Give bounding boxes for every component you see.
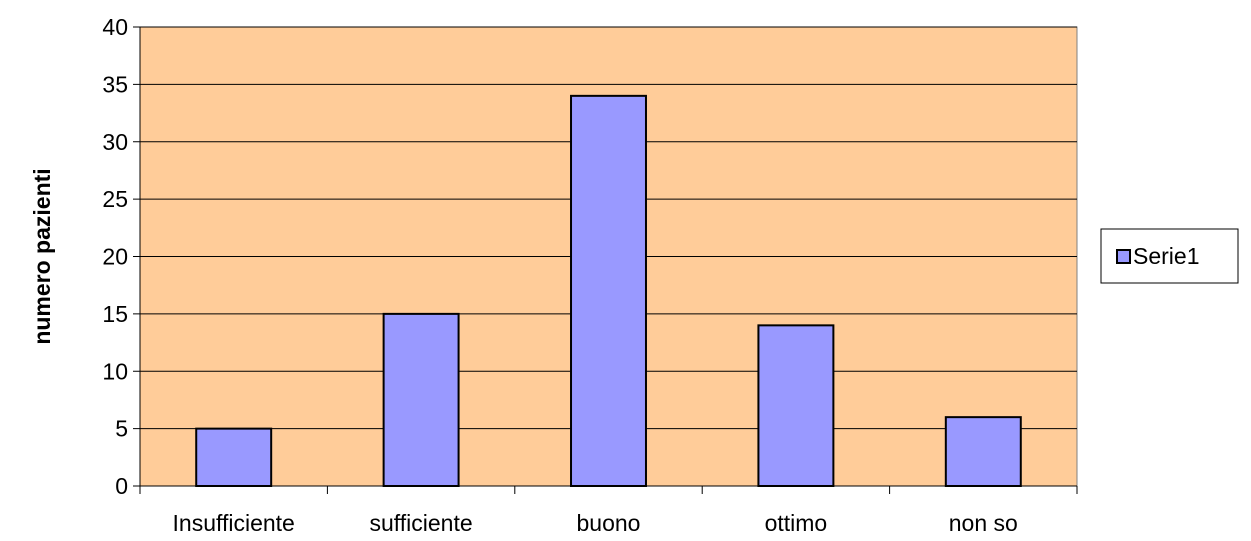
axes (133, 26, 1078, 494)
y-tick-label: 10 (102, 358, 128, 384)
bar-buono (570, 94, 647, 487)
x-tick-label: ottimo (765, 510, 828, 536)
bar-insufficiente (195, 427, 273, 487)
y-tick-label: 15 (102, 301, 128, 327)
bar-non-so (944, 416, 1022, 487)
x-tick-label: non so (949, 510, 1018, 536)
y-tick-label: 0 (115, 473, 128, 499)
x-tick-label: sufficiente (370, 510, 473, 536)
bar-sufficiente (382, 312, 460, 487)
bar-ottimo (757, 324, 835, 487)
legend-swatch (1116, 249, 1131, 264)
y-tick-label: 25 (102, 186, 128, 212)
y-tick-label: 30 (102, 129, 128, 155)
legend: Serie1 (1100, 228, 1239, 284)
y-axis-label: numero pazienti (29, 168, 55, 344)
y-tick-label: 35 (102, 71, 128, 97)
y-tick-label: 40 (102, 14, 128, 40)
x-tick-label: buono (577, 510, 641, 536)
x-tick-label: Insufficiente (173, 510, 295, 536)
x-axis-tick-labels: Insufficiente sufficiente buono ottimo non s… (173, 510, 1018, 536)
y-tick-label: 20 (102, 244, 128, 270)
y-tick-label: 5 (115, 416, 128, 442)
y-axis-tick-labels: 0 5 10 15 20 25 30 35 40 (102, 14, 128, 499)
legend-label: Serie1 (1133, 243, 1199, 269)
bars (195, 94, 1022, 487)
